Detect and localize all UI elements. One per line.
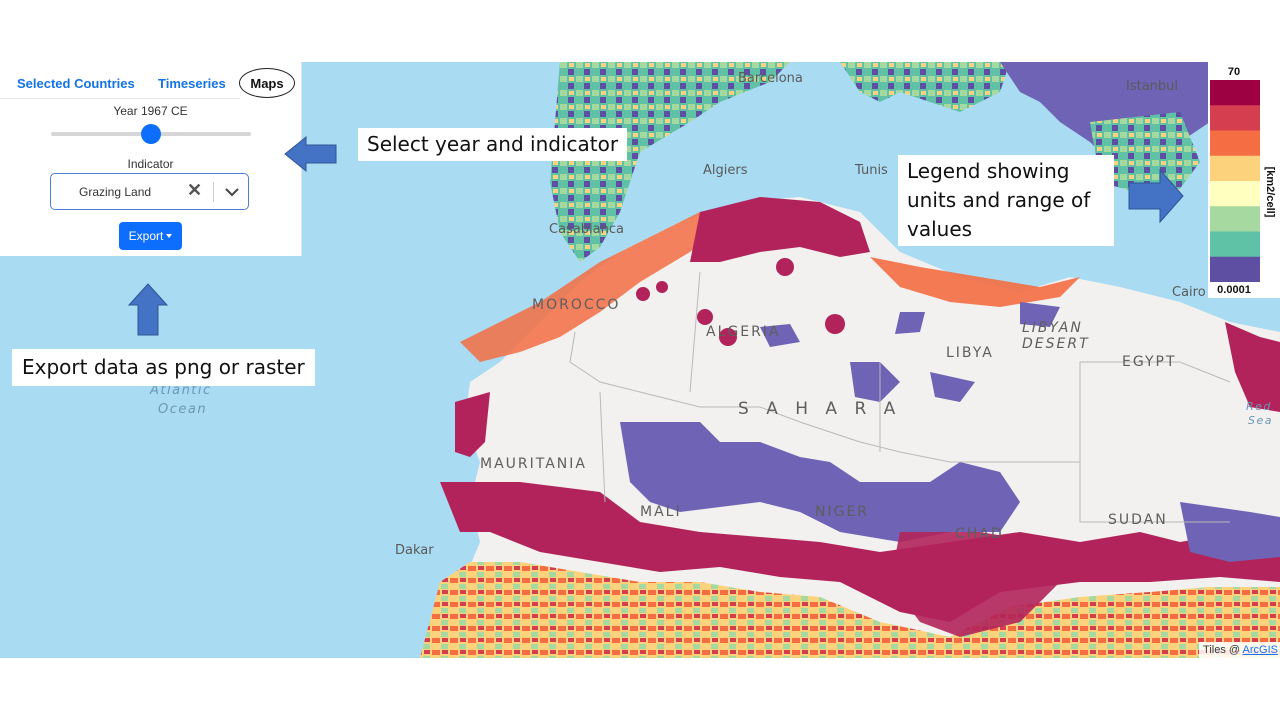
italy-land	[840, 62, 1010, 112]
tab-maps[interactable]: Maps	[239, 68, 295, 98]
caret-down-icon	[166, 234, 173, 238]
legend-swatch	[1210, 231, 1260, 258]
arcgis-link[interactable]: ArcGIS	[1242, 644, 1278, 656]
arrow-left-icon	[284, 135, 337, 173]
legend-swatch	[1210, 80, 1260, 106]
sahel-purple-patch	[620, 422, 1020, 542]
tab-timeseries[interactable]: Timeseries	[158, 76, 226, 91]
legend-min: 0.0001	[1217, 284, 1251, 296]
anatolia-land	[1090, 112, 1200, 202]
legend-swatch	[1210, 181, 1260, 207]
map-label-casablanca: Casablanca	[549, 222, 624, 237]
atlas-grazing	[690, 197, 870, 262]
map-attribution: Tiles @ ArcGIS	[1199, 642, 1280, 658]
attribution-prefix: Tiles @	[1203, 644, 1243, 656]
map-label-sahara: S A H A R A	[738, 399, 901, 419]
map-label-mali: MALI	[640, 504, 682, 520]
legend-swatch	[1210, 105, 1260, 131]
year-label: Year 1967 CE	[113, 104, 188, 118]
sahel-crimson-band	[440, 482, 1280, 622]
map-label-sea: Sea	[1248, 414, 1273, 427]
map-label-ocean: Ocean	[158, 402, 207, 417]
map-label-red: Red	[1246, 400, 1272, 413]
map-label-chad: CHAD	[955, 526, 1004, 542]
year-slider-thumb[interactable]	[141, 124, 161, 144]
morocco-grazing	[460, 212, 720, 362]
select-separator	[213, 182, 214, 202]
map-label-libyan-2: DESERT	[1022, 336, 1090, 352]
map-label-cairo: Cairo	[1172, 285, 1206, 300]
legend-units: [km2/cell]	[1264, 166, 1276, 218]
legend-swatch	[1210, 256, 1260, 282]
south-mixed-vegetation	[420, 562, 1280, 658]
map-label-niger: NIGER	[815, 504, 869, 520]
annotation-export: Export data as png or raster	[12, 349, 315, 386]
country-borders	[569, 271, 1231, 523]
libya-coast-grazing	[870, 257, 1080, 307]
export-button[interactable]: Export	[119, 222, 182, 250]
legend-max: 70	[1227, 66, 1241, 78]
map-label-istanbul: Istanbul	[1126, 79, 1178, 94]
legend-swatch	[1210, 155, 1260, 182]
indicator-value: Grazing Land	[79, 185, 152, 199]
map-label-barcelona: Barcelona	[738, 71, 803, 86]
tab-selected-countries[interactable]: Selected Countries	[17, 76, 135, 91]
map-label-libya: LIBYA	[946, 345, 994, 361]
control-panel: Selected Countries Timeseries Maps Year …	[0, 62, 302, 256]
legend-colorbar	[1210, 80, 1260, 282]
clear-icon[interactable]: ✕	[187, 180, 203, 200]
map-label-sudan: SUDAN	[1108, 512, 1168, 528]
map-label-morocco: MOROCCO	[532, 297, 620, 313]
map-label-algiers: Algiers	[703, 163, 748, 178]
map-label-tunis: Tunis	[854, 163, 888, 178]
map-label-mauritania: MAURITANIA	[480, 456, 587, 472]
annotation-legend: Legend showing units and range of values	[898, 155, 1114, 246]
map-label-egypt: EGYPT	[1122, 354, 1177, 370]
annotation-select: Select year and indicator	[358, 128, 628, 161]
indicator-label: Indicator	[127, 157, 174, 171]
map-label-dakar: Dakar	[395, 543, 434, 558]
tab-divider	[0, 98, 240, 99]
map-legend: 70 [km2/cell] 0.0001	[1208, 62, 1280, 298]
arrow-up-icon	[127, 283, 169, 336]
indicator-select[interactable]: Grazing Land ✕	[50, 173, 249, 210]
arrow-right-icon	[1128, 168, 1184, 224]
map-label-libyan-1: LIBYAN	[1022, 320, 1083, 336]
legend-swatch	[1210, 206, 1260, 232]
map-label-algeria: ALGERIA	[706, 324, 781, 340]
legend-swatch	[1210, 130, 1260, 157]
iberia-land	[550, 62, 790, 262]
chevron-down-icon[interactable]	[223, 181, 241, 201]
map-label-atlantic: Atlantic	[149, 383, 212, 398]
export-label: Export	[128, 229, 164, 243]
